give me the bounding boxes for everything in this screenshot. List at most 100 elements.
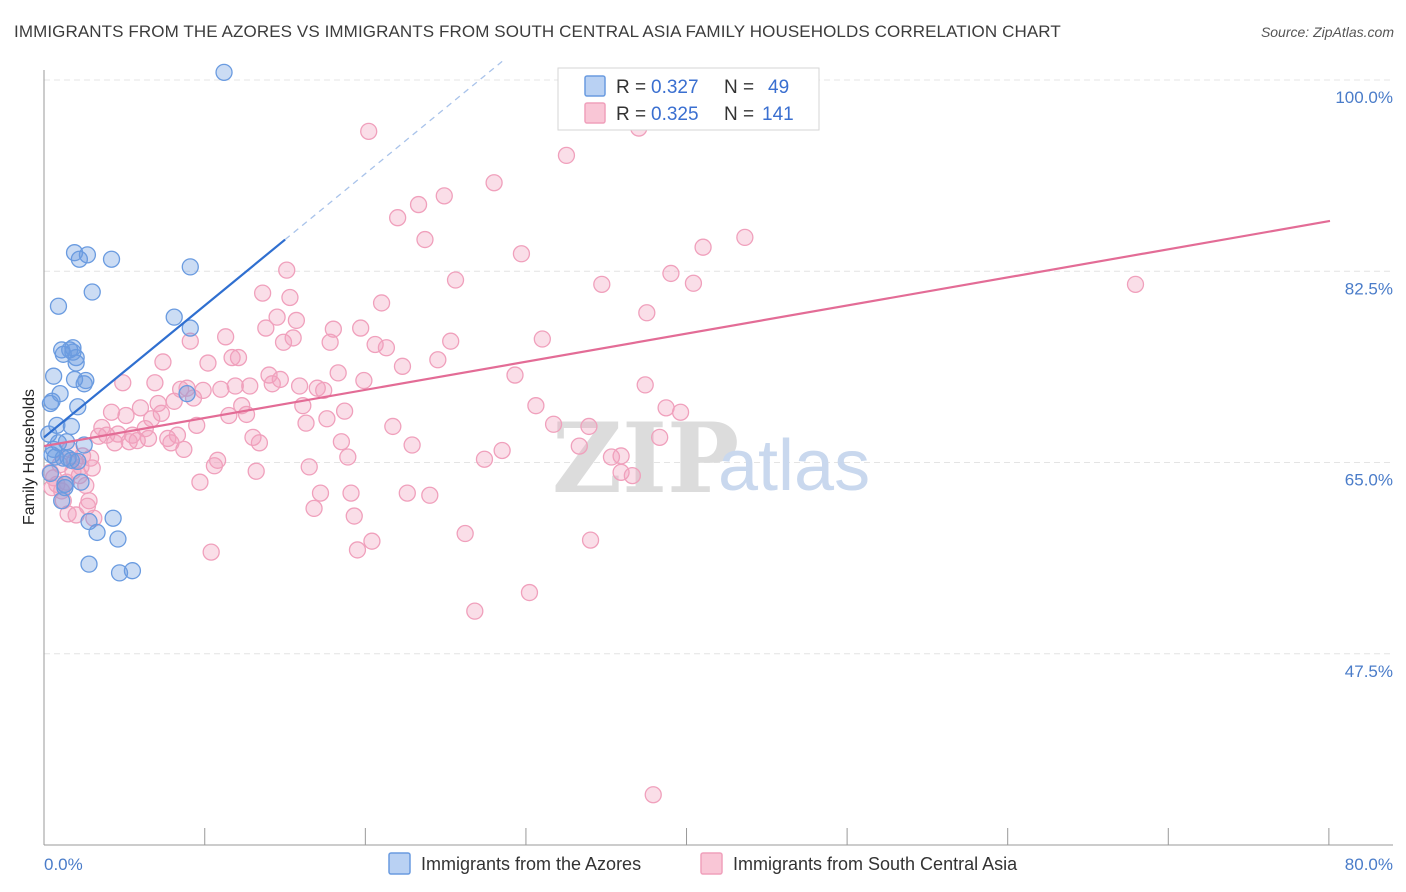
sca-point-124 — [512, 245, 531, 263]
azores-point-30 — [69, 398, 87, 416]
sca-point-69 — [250, 434, 269, 452]
azores-point-11 — [51, 384, 69, 403]
sca-point-145 — [736, 228, 754, 247]
bottom-legend-label-sca: Immigrants from South Central Asia — [733, 854, 1018, 874]
azores-point-45 — [123, 562, 142, 580]
sca-point-109 — [398, 484, 416, 502]
x-axis-ticks — [204, 828, 1330, 845]
sca-point-115 — [435, 187, 453, 205]
sca-point-97 — [345, 507, 363, 525]
sca-point-110 — [403, 436, 421, 454]
sca-point-131 — [581, 531, 600, 549]
sca-point-84 — [300, 458, 318, 476]
azores-trend-extension — [284, 60, 503, 241]
sca-point-125 — [520, 583, 539, 602]
sca-point-41 — [154, 353, 172, 371]
legend-swatch-sca — [584, 102, 606, 124]
sca-point-68 — [247, 462, 265, 480]
azores-point-43 — [109, 530, 127, 548]
sca-point-98 — [348, 541, 367, 559]
sca-point-66 — [241, 377, 259, 395]
watermark-zip: ZIP — [552, 402, 739, 515]
sca-trend-line — [43, 219, 1331, 448]
bottom-legend-label-azores: Immigrants from the Azores — [421, 854, 641, 874]
sca-point-99 — [352, 319, 370, 337]
azores-point-28 — [67, 348, 85, 367]
sca-point-75 — [271, 370, 289, 389]
sca-point-77 — [278, 261, 296, 279]
azores-point-35 — [78, 246, 97, 264]
sca-point-128 — [544, 415, 563, 433]
legend-r-value-azores: 0.327 — [651, 77, 699, 98]
sca-point-105 — [377, 339, 396, 357]
sca-point-96 — [342, 484, 360, 502]
sca-point-40 — [152, 404, 170, 422]
sca-point-148 — [612, 463, 630, 481]
sca-point-120 — [475, 450, 494, 468]
sca-point-123 — [506, 366, 524, 384]
x-tick-label-0: 0.0% — [44, 855, 83, 874]
sca-point-56 — [205, 457, 224, 475]
sca-point-73 — [263, 375, 281, 393]
sca-point-140 — [651, 428, 669, 447]
azores-point-42 — [104, 509, 122, 527]
sca-point-103 — [366, 335, 384, 354]
sca-point-55 — [202, 543, 220, 561]
azores-point-41 — [102, 250, 121, 268]
sca-point-149 — [636, 376, 654, 394]
sca-point-83 — [297, 414, 315, 432]
y-tick-label-1: 65.0% — [1345, 471, 1393, 490]
azores-point-16 — [53, 492, 71, 510]
y-tick-labels: 47.5% 65.0% 82.5% 100.0% — [1335, 88, 1393, 681]
sca-point-79 — [284, 329, 302, 347]
sca-point-143 — [684, 274, 703, 292]
sca-point-112 — [416, 230, 434, 249]
sca-point-119 — [466, 602, 484, 620]
sca-point-94 — [335, 402, 354, 420]
sca-point-26 — [102, 403, 121, 421]
sca-point-134 — [612, 447, 630, 465]
sca-point-142 — [671, 403, 690, 421]
source-credit: Source: ZipAtlas.com — [1260, 24, 1394, 40]
sca-point-64 — [233, 397, 251, 415]
sca-point-49 — [181, 332, 199, 350]
sca-point-132 — [593, 275, 611, 294]
sca-point-45 — [168, 426, 187, 444]
azores-point-39 — [83, 283, 101, 301]
legend-r-value-sca: 0.325 — [651, 104, 699, 125]
y-tick-label-2: 82.5% — [1345, 279, 1393, 298]
legend-r-label-sca: R = — [616, 104, 646, 125]
legend-swatch-azores — [584, 75, 606, 97]
legend-n-value-sca: 141 — [762, 104, 794, 125]
sca-point-76 — [274, 333, 293, 351]
sca-point-117 — [446, 271, 465, 289]
sca-point-93 — [332, 433, 351, 451]
stats-legend: R = 0.327 N = 49 R = 0.325 N = 141 — [557, 67, 820, 131]
y-tick-label-3: 100.0% — [1335, 88, 1393, 107]
chart-title: IMMIGRANTS FROM THE AZORES VS IMMIGRANTS… — [14, 22, 1061, 41]
trend-lines — [43, 60, 1331, 448]
azores-point-38 — [80, 555, 98, 573]
sca-point-30 — [117, 406, 135, 425]
sca-point-54 — [199, 354, 217, 372]
sca-point-136 — [623, 466, 641, 485]
x-tick-label-80: 80.0% — [1345, 855, 1393, 874]
legend-n-label-azores: N = — [724, 77, 754, 98]
azores-point-47 — [181, 319, 199, 337]
sca-point-71 — [257, 319, 275, 337]
sca-point-74 — [268, 308, 286, 326]
sca-point-138 — [638, 304, 656, 322]
sca-point-29 — [114, 374, 132, 392]
azores-point-22 — [62, 417, 80, 436]
sca-point-113 — [421, 486, 439, 504]
sca-point-59 — [216, 328, 235, 346]
sca-point-88 — [315, 381, 333, 400]
legend-n-label-sca: N = — [724, 104, 754, 125]
azores-trend-line — [43, 238, 286, 439]
sca-point-57 — [208, 451, 227, 469]
sca-point-19 — [80, 492, 98, 510]
sca-point-21 — [83, 459, 101, 477]
azores-point-46 — [165, 308, 183, 326]
sca-point-90 — [321, 333, 339, 351]
sca-point-47 — [175, 440, 193, 459]
